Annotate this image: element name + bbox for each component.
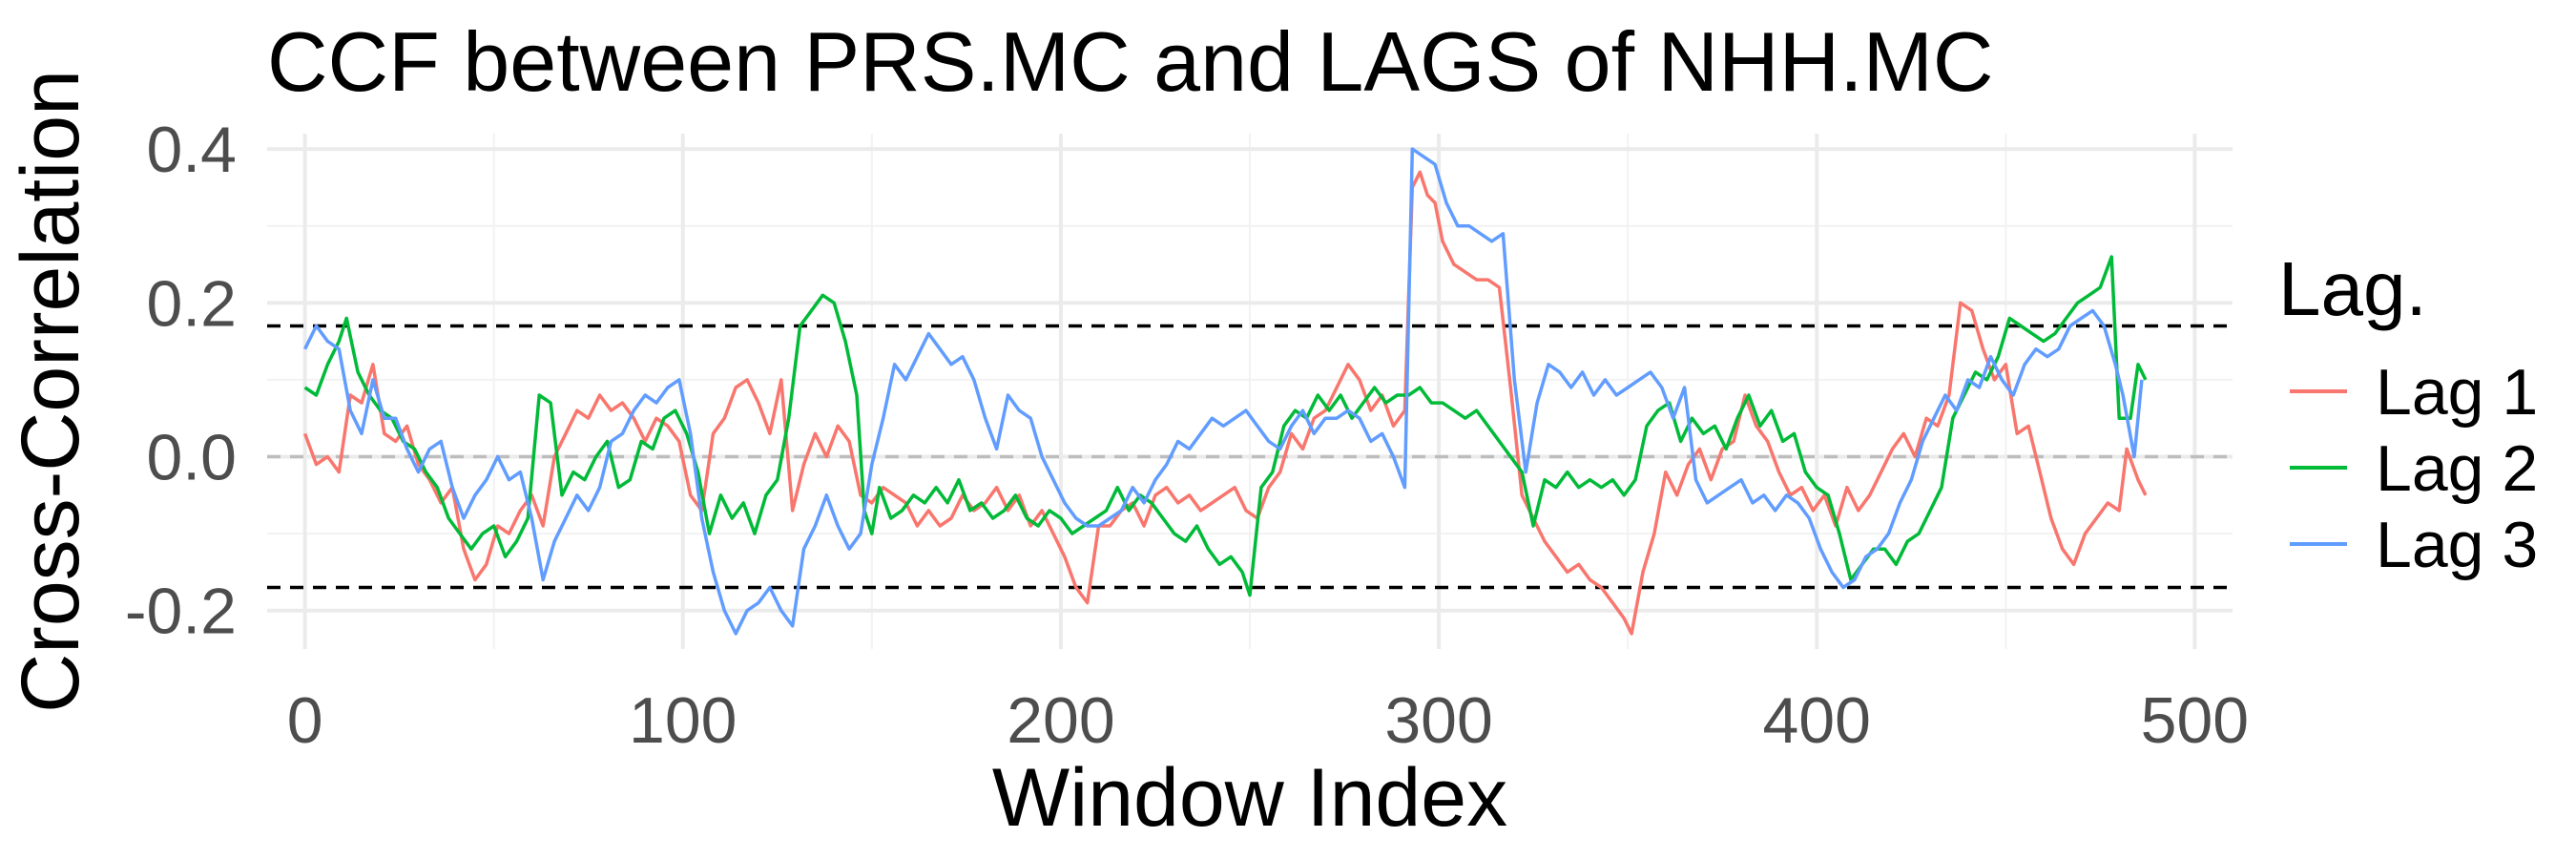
legend-title: Lag. bbox=[2278, 246, 2427, 331]
y-tick-labels: -0.2 0.0 0.2 0.4 bbox=[125, 114, 237, 648]
series-line-1 bbox=[302, 170, 2148, 636]
y-axis-title: Cross-Correlation bbox=[5, 70, 96, 713]
x-axis-title: Window Index bbox=[992, 752, 1507, 844]
legend-label-3: Lag 3 bbox=[2376, 509, 2538, 581]
x-tick-label: 100 bbox=[629, 684, 737, 757]
legend-label-2: Lag 2 bbox=[2376, 432, 2538, 505]
legend-label-1: Lag 1 bbox=[2376, 356, 2538, 429]
y-tick-label: 0.0 bbox=[146, 422, 237, 494]
series-line-3 bbox=[303, 147, 2144, 636]
x-tick-label: 500 bbox=[2141, 684, 2249, 757]
x-tick-label: 0 bbox=[287, 684, 323, 757]
x-tick-label: 400 bbox=[1762, 684, 1870, 757]
y-tick-label: 0.2 bbox=[146, 267, 237, 340]
x-tick-label: 300 bbox=[1384, 684, 1492, 757]
y-tick-label: -0.2 bbox=[125, 576, 237, 648]
x-tick-label: 200 bbox=[1007, 684, 1114, 757]
x-tick-labels: 0 100 200 300 400 500 bbox=[287, 684, 2249, 757]
series-line-2 bbox=[303, 255, 2148, 597]
chart-title: CCF between PRS.MC and LAGS of NHH.MC bbox=[267, 14, 1993, 109]
y-tick-label: 0.4 bbox=[146, 114, 237, 186]
series-lines bbox=[302, 147, 2148, 636]
